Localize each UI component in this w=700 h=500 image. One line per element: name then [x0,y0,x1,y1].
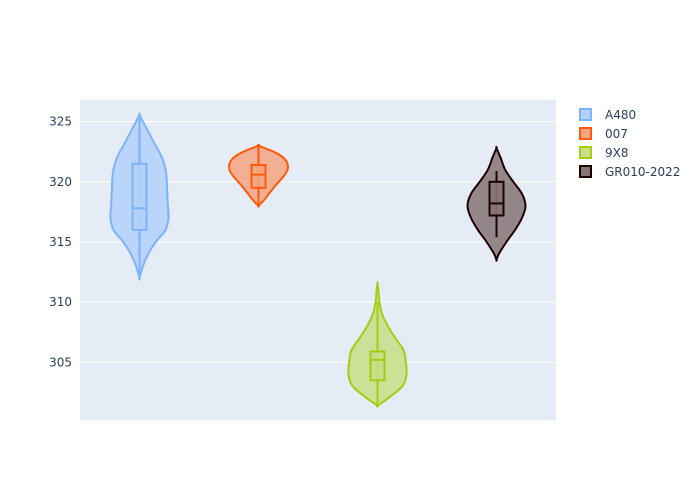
y-tick-label: 310 [49,295,72,309]
y-axis-ticks: 305 310 315 320 325 [49,115,72,370]
violin-GR010-2022 [466,145,527,262]
legend-swatch [579,108,592,121]
violins [109,112,527,408]
legend[interactable]: A480 007 9X8 GR010-2022 [579,108,680,179]
y-tick-label: 325 [49,115,72,129]
legend-item[interactable]: GR010-2022 [579,165,680,179]
legend-swatch [579,127,592,140]
legend-item[interactable]: 007 [579,127,628,141]
legend-item[interactable]: A480 [579,108,636,122]
y-tick-label: 305 [49,355,72,369]
violin-box [250,163,267,189]
violin-A480 [109,112,170,281]
legend-item[interactable]: 9X8 [579,146,629,160]
violin-box [131,162,148,231]
legend-label: 007 [605,127,628,141]
legend-swatch [579,146,592,159]
violin-box [488,180,505,217]
violin-007 [228,143,289,208]
legend-label: A480 [605,108,636,122]
legend-label: 9X8 [605,146,629,160]
violin-9X8 [347,281,408,408]
legend-swatch [579,165,592,178]
y-tick-label: 320 [49,175,72,189]
legend-label: GR010-2022 [605,165,680,179]
y-tick-label: 315 [49,235,72,249]
violin-box [369,350,386,382]
